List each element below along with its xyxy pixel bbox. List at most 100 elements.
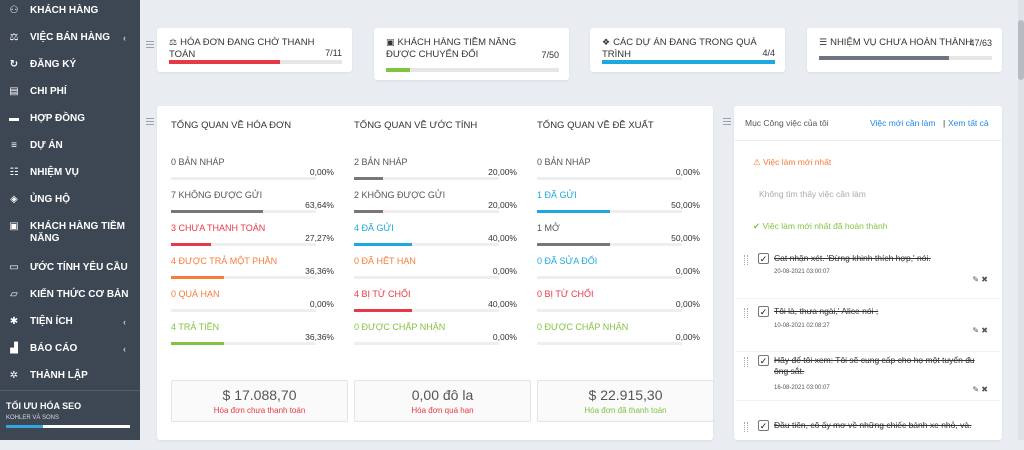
- status-bar: [537, 276, 682, 279]
- view-all-link[interactable]: Xem tất cả: [948, 118, 989, 128]
- kpi-card-leads[interactable]: ▣ KHÁCH HÀNG TIỀM NĂNG ĐƯỢC CHUYỂN ĐỔI 7/…: [374, 28, 569, 80]
- status-bar: [354, 276, 499, 279]
- status-percent: 0,00%: [675, 167, 700, 177]
- status-bar-fill: [537, 210, 610, 213]
- status-bar-fill: [354, 309, 412, 312]
- tasks-icon: ☰: [819, 37, 828, 47]
- drag-handle-icon[interactable]: [723, 118, 731, 125]
- seo-progress: [6, 425, 130, 428]
- todo-date: 16-08-2021 03:00:07: [774, 385, 830, 391]
- todo-checkbox[interactable]: ✓: [758, 420, 769, 431]
- overview-row[interactable]: 4 TRẢ TIỀN 36,36%: [171, 322, 334, 348]
- tasks-icon: ☷: [9, 167, 19, 178]
- overview-row[interactable]: 0 ĐƯỢC CHẤP NHẬN 0,00%: [354, 322, 517, 348]
- overview-title: TỔNG QUAN VỀ HÓA ĐƠN: [171, 120, 292, 131]
- kpi-card-invoices[interactable]: ⚖ HÓA ĐƠN ĐANG CHỜ THANH TOÁN 7/11: [157, 28, 352, 72]
- status-bar: [171, 309, 316, 312]
- overview-row[interactable]: 0 BỊ TỪ CHỐI 0,00%: [537, 289, 700, 315]
- sidebar-item-label: NHIỆM VỤ: [30, 167, 79, 178]
- status-label: 0 BẢN NHÁP: [171, 157, 225, 167]
- drag-grip-icon[interactable]: [744, 422, 748, 432]
- todo-text: Đầu tiên, cô ấy mơ về những chiếc bánh x…: [774, 420, 972, 430]
- overview-row[interactable]: 2 KHÔNG ĐƯỢC GỬI 20,00%: [354, 190, 517, 216]
- scrollbar-thumb[interactable]: [1018, 20, 1024, 80]
- overview-row[interactable]: 4 BỊ TỪ CHỐI 40,00%: [354, 289, 517, 315]
- sidebar-item-label: ĐĂNG KÝ: [30, 59, 77, 70]
- delete-icon[interactable]: ✖: [981, 275, 988, 284]
- drag-grip-icon[interactable]: [744, 357, 748, 367]
- kpi-title: HÓA ĐƠN ĐANG CHỜ THANH TOÁN: [169, 37, 315, 60]
- overview-title: TỔNG QUAN VỀ ƯỚC TÍNH: [354, 120, 478, 131]
- kpi-card-projects[interactable]: ❖ CÁC DỰ ÁN ĐANG TRONG QUÁ TRÌNH 4/4: [590, 28, 785, 72]
- status-label: 0 QUÁ HẠN: [171, 289, 220, 299]
- status-percent: 0,00%: [675, 299, 700, 309]
- overview-row[interactable]: 1 ĐÃ GỬI 50,00%: [537, 190, 700, 216]
- new-todo-link[interactable]: Việc mới cần làm: [870, 118, 936, 128]
- edit-icon[interactable]: ✎: [972, 326, 980, 335]
- status-label: 4 TRẢ TIỀN: [171, 322, 220, 332]
- total-amount: 0,00 đô la: [411, 387, 474, 403]
- divider: [736, 400, 1000, 401]
- drag-handle-icon[interactable]: [146, 118, 154, 125]
- status-percent: 0,00%: [309, 167, 334, 177]
- delete-icon[interactable]: ✖: [981, 385, 988, 394]
- status-label: 0 ĐƯỢC CHẤP NHẬN: [537, 322, 629, 332]
- overview-row[interactable]: 0 BẢN NHÁP 0,00%: [537, 157, 700, 183]
- todo-checkbox[interactable]: ✓: [758, 253, 769, 264]
- sidebar-item-label: KHÁCH HÀNG TIỀM NĂNG: [30, 221, 125, 244]
- overview-row[interactable]: 0 ĐÃ HẾT HẠN 0,00%: [354, 256, 517, 282]
- status-percent: 0,00%: [309, 299, 334, 309]
- status-label: 4 ĐƯỢC TRẢ MỘT PHẦN: [171, 256, 278, 266]
- status-label: 7 KHÔNG ĐƯỢC GỬI: [171, 190, 263, 200]
- kpi-title: KHÁCH HÀNG TIỀM NĂNG ĐƯỢC CHUYỂN ĐỔI: [386, 37, 517, 60]
- sidebar-item[interactable]: ▣ KHÁCH HÀNG TIỀM NĂNG: [0, 221, 140, 245]
- status-bar-fill: [354, 177, 383, 180]
- edit-icon[interactable]: ✎: [972, 385, 980, 394]
- overview-row[interactable]: 7 KHÔNG ĐƯỢC GỬI 63,64%: [171, 190, 334, 216]
- settings-icon: ✲: [9, 370, 19, 381]
- refresh-icon: ↻: [9, 59, 19, 70]
- overview-row[interactable]: 2 BẢN NHÁP 20,00%: [354, 157, 517, 183]
- scrollbar[interactable]: [1018, 0, 1024, 440]
- todo-checkbox[interactable]: ✓: [758, 355, 769, 366]
- status-bar: [354, 177, 499, 180]
- form-icon: ▭: [9, 262, 19, 273]
- overview-row[interactable]: 0 ĐÃ SỬA ĐỔI 0,00%: [537, 256, 700, 282]
- check-icon: ✔: [753, 221, 763, 231]
- todo-checkbox[interactable]: ✓: [758, 306, 769, 317]
- overview-row[interactable]: 0 BẢN NHÁP 0,00%: [171, 157, 334, 183]
- status-label: 3 CHƯA THANH TOÁN: [171, 223, 266, 233]
- status-percent: 20,00%: [488, 167, 517, 177]
- status-bar: [171, 276, 316, 279]
- status-label: 4 ĐÃ GỬI: [354, 223, 394, 233]
- todo-item[interactable]: ✓ Hãy để tôi xem: Tôi sẽ cung cấp cho họ …: [744, 355, 992, 394]
- kpi-progress: [819, 56, 992, 60]
- overview-row[interactable]: 4 ĐÃ GỬI 40,00%: [354, 223, 517, 249]
- seo-progress-fill: [6, 425, 44, 428]
- overview-row[interactable]: 1 MỞ 50,00%: [537, 223, 700, 249]
- overview-row[interactable]: 4 ĐƯỢC TRẢ MỘT PHẦN 36,36%: [171, 256, 334, 282]
- status-bar: [537, 342, 682, 345]
- todo-item[interactable]: ✓ Tôi là, thưa ngài,' Alice nói ; 10-08-20…: [744, 306, 992, 336]
- kpi-card-tasks[interactable]: ☰ NHIỆM VỤ CHƯA HOÀN THÀNH 47/63: [807, 28, 1002, 72]
- edit-icon[interactable]: ✎: [972, 275, 980, 284]
- todo-item[interactable]: ✓ Cat nhận xét. 'Đừng khinh thích hợp,' n…: [744, 253, 992, 284]
- sidebar-item-label: TIỆN ÍCH: [30, 316, 73, 327]
- overview-row[interactable]: 0 ĐƯỢC CHẤP NHẬN 0,00%: [537, 322, 700, 348]
- overview-row[interactable]: 0 QUÁ HẠN 0,00%: [171, 289, 334, 315]
- drag-handle-icon[interactable]: [146, 41, 154, 48]
- drag-grip-icon[interactable]: [744, 308, 748, 318]
- todo-item[interactable]: ✓ Đầu tiên, cô ấy mơ về những chiếc bánh …: [744, 420, 992, 450]
- drag-grip-icon[interactable]: [744, 255, 748, 265]
- status-label: 2 KHÔNG ĐƯỢC GỬI: [354, 190, 446, 200]
- status-bar-fill: [171, 276, 224, 279]
- status-bar: [537, 309, 682, 312]
- overview-row[interactable]: 3 CHƯA THANH TOÁN 27,27%: [171, 223, 334, 249]
- status-bar: [171, 210, 316, 213]
- delete-icon[interactable]: ✖: [981, 326, 988, 335]
- empty-message: Không tìm thấy việc cần làm: [759, 189, 866, 199]
- status-bar: [171, 342, 316, 345]
- status-label: 0 BỊ TỪ CHỐI: [537, 289, 594, 299]
- seo-project[interactable]: TỐI ƯU HÓA SEO KOHLER VÀ SONS: [0, 390, 140, 440]
- status-bar-fill: [354, 210, 383, 213]
